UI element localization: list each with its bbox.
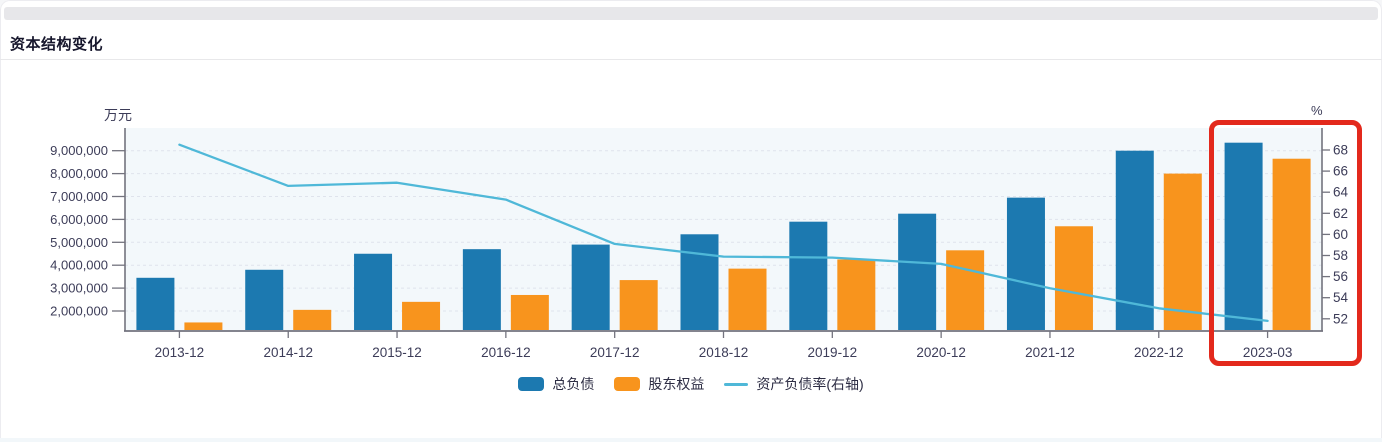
bar-股东权益-2015-12[interactable] — [402, 301, 441, 330]
title-divider — [0, 59, 1382, 60]
chart-legend: 总负债 股东权益 资产负债率(右轴) — [0, 374, 1382, 394]
page-title: 资本结构变化 — [10, 36, 104, 53]
x-axis-category-label: 2020-12 — [916, 345, 966, 360]
legend-label-total-liabilities: 总负债 — [552, 376, 595, 392]
right-axis-tick-label: 54 — [1333, 290, 1349, 305]
bar-总负债-2021-12[interactable] — [1006, 197, 1045, 330]
bar-股东权益-2013-12[interactable] — [184, 322, 223, 330]
left-axis-tick-label: 9,000,000 — [50, 143, 108, 158]
right-axis-tick-label: 62 — [1333, 206, 1348, 221]
bar-股东权益-2016-12[interactable] — [510, 294, 549, 330]
bar-总负债-2017-12[interactable] — [571, 244, 610, 330]
x-axis-category-label: 2023-03 — [1243, 345, 1293, 360]
legend-label-shareholder-equity: 股东权益 — [648, 376, 705, 392]
right-axis-tick-label: 64 — [1333, 185, 1349, 200]
right-axis-tick-label: 68 — [1333, 143, 1348, 158]
bar-股东权益-2017-12[interactable] — [619, 280, 658, 330]
bar-总负债-2018-12[interactable] — [680, 234, 719, 330]
x-axis-category-label: 2013-12 — [155, 345, 205, 360]
top-divider-strip — [4, 7, 1378, 20]
bar-股东权益-2014-12[interactable] — [293, 309, 332, 330]
x-axis-category-label: 2017-12 — [590, 345, 640, 360]
right-axis-tick-label: 66 — [1333, 164, 1348, 179]
legend-item-shareholder-equity[interactable]: 股东权益 — [614, 374, 704, 394]
left-axis-tick-label: 6,000,000 — [50, 212, 108, 227]
debt-ratio-line-swatch — [724, 382, 749, 386]
bar-股东权益-2019-12[interactable] — [837, 259, 876, 330]
left-axis-title: 万元 — [104, 107, 132, 123]
bar-总负债-2013-12[interactable] — [136, 277, 175, 330]
legend-item-total-liabilities[interactable]: 总负债 — [518, 374, 594, 394]
x-axis-category-label: 2016-12 — [481, 345, 531, 360]
x-axis-category-label: 2018-12 — [699, 345, 749, 360]
right-axis-title: % — [1311, 103, 1323, 118]
bar-总负债-2019-12[interactable] — [789, 221, 828, 330]
left-axis-tick-label: 3,000,000 — [50, 281, 108, 296]
bar-股东权益-2023-03[interactable] — [1272, 158, 1311, 330]
x-axis-category-label: 2014-12 — [263, 345, 313, 360]
right-axis-tick-label: 56 — [1333, 269, 1348, 284]
right-axis-tick-label: 52 — [1333, 311, 1348, 326]
left-axis-tick-label: 2,000,000 — [50, 304, 108, 319]
total-liabilities-swatch — [518, 377, 545, 391]
bar-股东权益-2022-12[interactable] — [1163, 173, 1202, 330]
legend-item-debt-ratio[interactable]: 资产负债率(右轴) — [724, 374, 864, 394]
bottom-strip — [0, 438, 1382, 442]
bar-总负债-2020-12[interactable] — [898, 213, 937, 330]
left-axis-tick-label: 4,000,000 — [50, 258, 108, 273]
bar-股东权益-2018-12[interactable] — [728, 268, 767, 330]
bar-股东权益-2020-12[interactable] — [946, 250, 985, 330]
left-axis-tick-label: 5,000,000 — [50, 235, 108, 250]
x-axis-category-label: 2021-12 — [1025, 345, 1075, 360]
bar-总负债-2023-03[interactable] — [1224, 142, 1263, 330]
x-axis-category-label: 2019-12 — [808, 345, 858, 360]
right-axis-tick-label: 58 — [1333, 248, 1348, 263]
x-axis-category-label: 2022-12 — [1134, 345, 1184, 360]
bar-总负债-2015-12[interactable] — [354, 253, 393, 330]
x-axis-category-label: 2015-12 — [372, 345, 422, 360]
left-axis-tick-label: 7,000,000 — [50, 189, 108, 204]
bar-总负债-2022-12[interactable] — [1115, 150, 1154, 330]
bar-总负债-2014-12[interactable] — [245, 269, 284, 330]
left-axis-tick-label: 8,000,000 — [50, 166, 108, 181]
debt-ratio-line[interactable] — [178, 143, 1269, 323]
right-axis-tick-label: 60 — [1333, 227, 1348, 242]
shareholder-equity-swatch — [614, 377, 641, 391]
legend-label-debt-ratio: 资产负债率(右轴) — [756, 376, 864, 392]
bar-股东权益-2021-12[interactable] — [1054, 226, 1093, 330]
bar-总负债-2016-12[interactable] — [462, 249, 501, 330]
